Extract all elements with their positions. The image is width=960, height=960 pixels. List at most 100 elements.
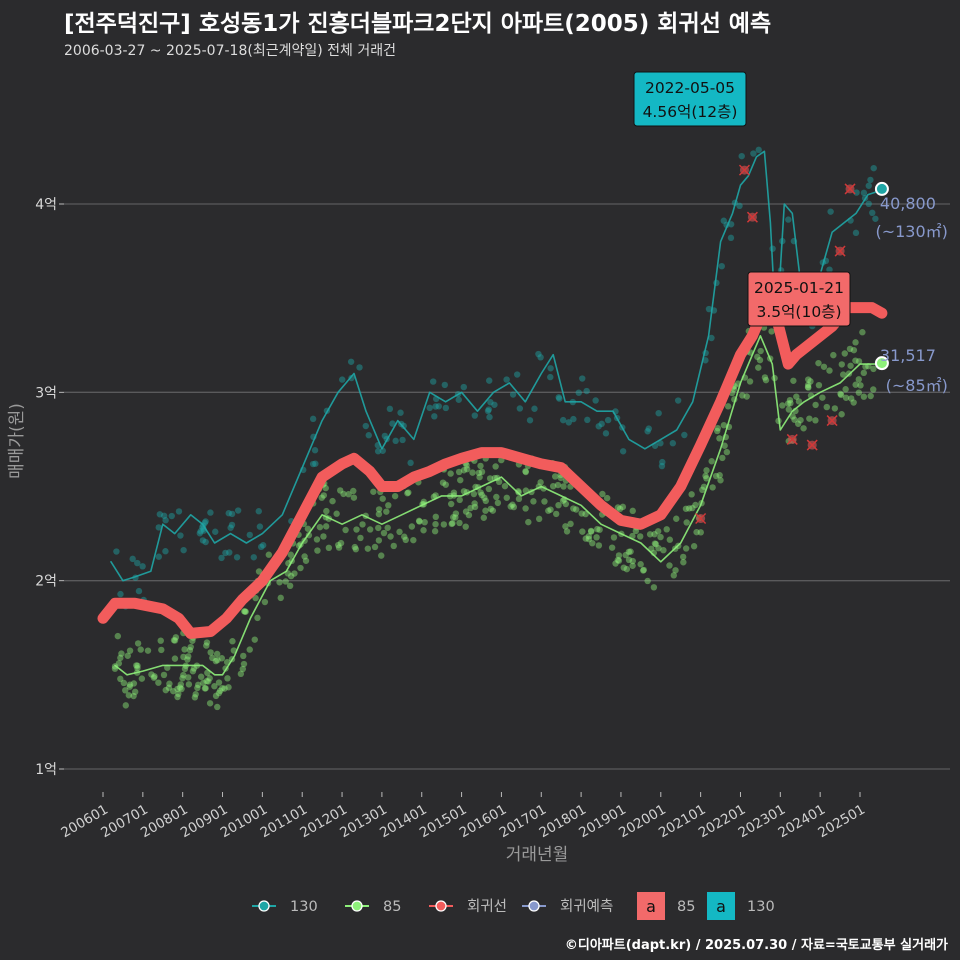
scatter-point-85 [537,479,544,486]
scatter-point-85 [476,473,483,481]
scatter-point-85 [703,467,710,474]
scatter-point-85 [353,526,360,533]
scatter-point-85 [131,688,139,696]
scatter-point-130 [705,305,713,313]
legend-swatch-glyph-85: a [646,897,656,916]
scatter-point-85 [176,684,184,691]
scatter-point-85 [699,486,706,494]
scatter-point-85 [551,473,559,480]
scatter-point-85 [663,526,670,533]
scatter-point-85 [637,533,644,540]
scatter-point-85 [485,485,493,493]
scatter-point-85 [187,643,194,651]
scatter-point-85 [241,608,248,615]
scatter-point-85 [475,469,483,477]
scatter-point-130 [826,266,833,273]
scatter-point-85 [122,687,129,694]
scatter-layer [111,146,879,711]
scatter-point-130 [531,405,538,412]
scatter-point-85 [366,526,374,533]
scatter-point-85 [807,378,814,385]
scatter-point-130 [381,432,389,440]
y-axis-title: 매매가(원) [7,403,27,479]
scatter-point-85 [685,505,693,512]
scatter-point-85 [754,353,761,361]
scatter-point-85 [155,679,162,686]
scatter-point-130 [129,555,136,563]
scatter-point-85 [493,493,500,501]
scatter-point-85 [480,514,488,521]
scatter-point-130 [168,512,175,520]
scatter-point-130 [736,202,743,210]
scatter-point-85 [252,594,259,602]
scatter-point-85 [206,675,213,682]
scatter-point-85 [567,520,574,528]
scatter-point-85 [114,632,122,640]
scatter-point-130 [175,508,183,515]
scatter-point-130 [659,458,666,466]
scatter-point-85 [276,579,283,586]
scatter-point-85 [709,484,716,491]
scatter-point-85 [197,673,205,680]
scatter-point-85 [320,533,327,540]
scatter-point-85 [194,684,201,692]
scatter-point-130 [312,460,319,467]
scatter-point-85 [655,544,662,552]
scatter-point-85 [415,517,423,525]
scatter-point-85 [189,637,196,644]
scatter-point-85 [215,679,223,686]
scatter-point-85 [724,403,732,410]
scatter-point-85 [522,468,530,476]
scatter-point-130 [872,215,879,222]
scatter-point-85 [510,503,518,511]
series-line-s85 [114,335,881,676]
scatter-point-85 [456,519,463,527]
scatter-point-130 [339,376,346,383]
scatter-point-85 [375,510,383,518]
scatter-point-85 [593,534,600,541]
scatter-point-85 [541,498,548,505]
scatter-point-85 [823,403,830,411]
scatter-point-130 [526,417,534,424]
scatter-point-85 [525,518,532,526]
scatter-point-85 [254,614,261,622]
scatter-point-130 [256,523,264,530]
scatter-point-85 [203,677,210,685]
scatter-point-85 [787,399,794,407]
scatter-point-85 [297,564,304,572]
scatter-point-85 [786,396,794,404]
scatter-point-85 [401,533,408,540]
scatter-point-130 [135,587,143,595]
scatter-point-130 [407,459,414,467]
scatter-point-85 [867,392,874,400]
scatter-point-85 [194,681,202,689]
scatter-point-85 [301,553,308,560]
scatter-point-85 [768,328,775,335]
scatter-point-85 [463,465,471,473]
scatter-point-85 [703,475,710,482]
scatter-point-130 [225,510,232,517]
scatter-point-85 [205,678,212,685]
legend-label-forecast: 회귀예측 [560,898,613,915]
forecast-value-130: 40,800 [880,194,936,213]
scatter-point-85 [375,524,382,532]
scatter-point-85 [547,506,554,513]
scatter-point-85 [201,685,209,692]
scatter-point-85 [304,525,312,532]
scatter-point-85 [481,494,488,501]
scatter-point-85 [379,495,386,502]
scatter-point-130 [681,431,688,439]
scatter-point-85 [721,442,728,449]
scatter-point-85 [559,497,567,504]
scatter-point-85 [839,371,847,378]
scatter-point-85 [805,384,812,391]
scatter-point-85 [812,401,819,409]
annotation-price-85: 3.5억(10층) [757,303,842,321]
scatter-point-130 [471,412,478,419]
scatter-point-85 [396,528,403,536]
scatter-point-130 [547,365,554,372]
scatter-point-85 [447,470,454,477]
scatter-point-85 [387,533,394,540]
scatter-point-130 [399,436,406,444]
scatter-point-85 [342,526,349,534]
